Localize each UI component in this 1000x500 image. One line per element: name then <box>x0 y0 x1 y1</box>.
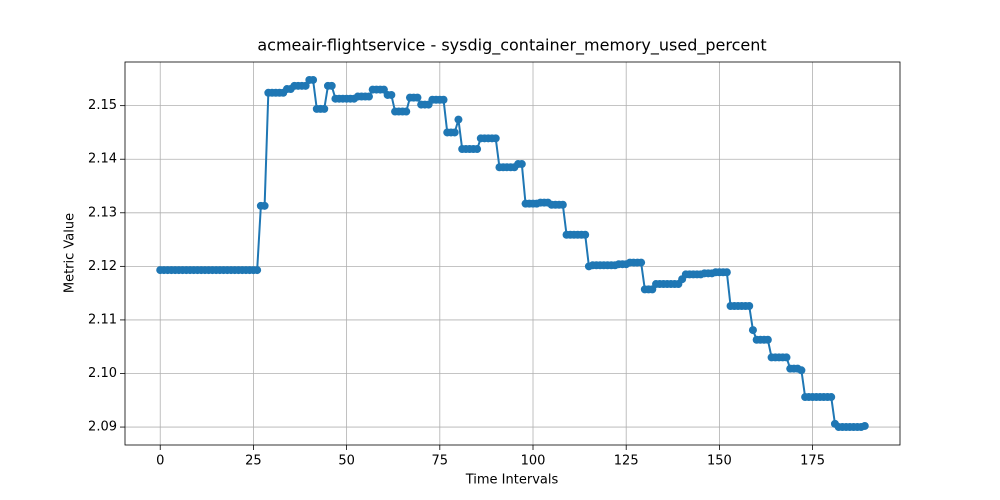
data-point <box>253 266 262 275</box>
data-point <box>454 115 463 124</box>
y-tick-label: 2.09 <box>88 420 117 435</box>
y-tick-label: 2.12 <box>88 259 117 274</box>
y-tick-label: 2.14 <box>88 152 117 167</box>
chart-title: acmeair-flightservice - sysdig_container… <box>257 36 766 56</box>
data-point <box>860 421 869 430</box>
data-point <box>327 81 336 90</box>
data-point <box>364 92 373 101</box>
data-point <box>637 258 646 267</box>
data-point <box>260 201 269 210</box>
y-tick-label: 2.13 <box>88 205 117 220</box>
y-tick-label: 2.11 <box>88 312 117 327</box>
x-tick-label: 125 <box>614 454 639 469</box>
data-point <box>301 81 310 90</box>
x-tick-label: 25 <box>245 454 262 469</box>
data-point <box>748 326 757 335</box>
y-tick-label: 2.15 <box>88 98 117 113</box>
x-tick-label: 100 <box>521 454 546 469</box>
data-point <box>320 104 329 113</box>
x-tick-label: 75 <box>432 454 449 469</box>
data-point <box>797 366 806 375</box>
data-point <box>309 75 318 84</box>
data-line <box>160 78 866 429</box>
data-point <box>782 353 791 362</box>
x-axis-label: Time Intervals <box>465 473 559 488</box>
data-point <box>491 134 500 143</box>
y-axis-label: Metric Value <box>63 213 78 293</box>
data-point <box>402 107 411 116</box>
data-point <box>517 160 526 169</box>
data-point <box>473 145 482 154</box>
data-point <box>745 301 754 310</box>
data-point <box>827 393 836 402</box>
data-point <box>413 93 422 102</box>
data-point <box>722 268 731 277</box>
x-tick-label: 50 <box>338 454 355 469</box>
x-tick-label: 0 <box>156 454 164 469</box>
data-point <box>558 200 567 209</box>
y-tick-label: 2.10 <box>88 366 117 381</box>
data-point <box>763 335 772 344</box>
plot-frame <box>124 61 901 446</box>
data-point <box>387 90 396 99</box>
data-point <box>439 95 448 104</box>
x-tick-label: 150 <box>707 454 732 469</box>
x-tick-label: 175 <box>800 454 825 469</box>
data-point <box>450 128 459 137</box>
data-point <box>581 230 590 239</box>
